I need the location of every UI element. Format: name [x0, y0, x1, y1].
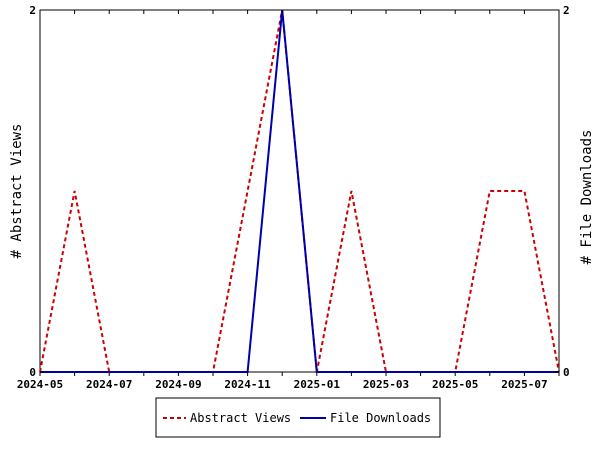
- y2-tick-label: 0: [563, 366, 570, 379]
- x-tick-label: 2025-01: [294, 378, 341, 391]
- legend-box: [155, 397, 441, 438]
- x-tick-label: 2024-07: [86, 378, 132, 391]
- x-tick-label: 2025-07: [501, 378, 547, 391]
- y2-tick-label: 2: [563, 4, 570, 17]
- legend-label-abstract-views: Abstract Views: [190, 411, 291, 425]
- series-line-file-downloads: [40, 9, 559, 373]
- x-tick-label: 2025-03: [363, 378, 409, 391]
- x-tick-label: 2024-11: [224, 378, 271, 391]
- x-tick-label: 2024-05: [17, 378, 63, 391]
- x-tick-label: 2024-09: [155, 378, 201, 391]
- x-tick-label: 2025-05: [432, 378, 478, 391]
- y-axis-title: # Abstract Views: [9, 124, 25, 259]
- y-tick-label: 0: [29, 366, 36, 379]
- y2-axis-title: # File Downloads: [579, 130, 595, 265]
- legend: Abstract Views File Downloads: [155, 397, 441, 438]
- legend-label-file-downloads: File Downloads: [330, 411, 431, 425]
- y-tick-label: 2: [29, 4, 36, 17]
